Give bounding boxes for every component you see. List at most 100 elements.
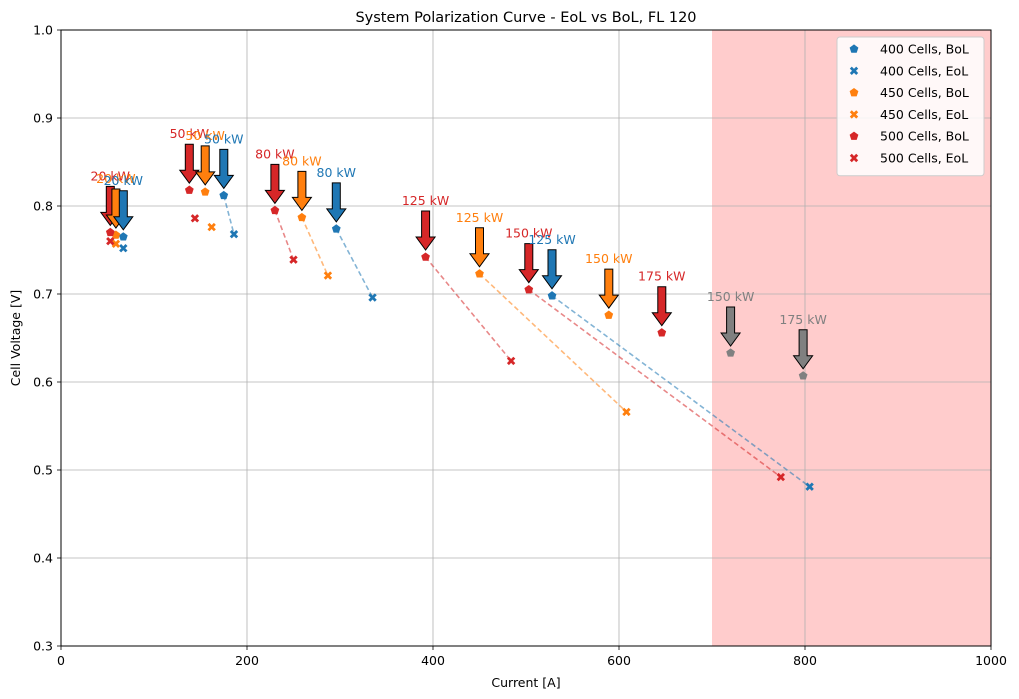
x-tick-label: 600 xyxy=(607,653,631,668)
y-tick-label: 1.0 xyxy=(33,23,53,38)
annotation-arrow xyxy=(469,227,490,268)
data-point xyxy=(270,205,280,215)
legend-label: 400 Cells, EoL xyxy=(880,63,968,78)
data-point xyxy=(547,291,557,300)
y-tick-label: 0.3 xyxy=(33,639,53,654)
annotation-label: 175 kW xyxy=(638,269,685,284)
chart-title: System Polarization Curve - EoL vs BoL, … xyxy=(355,10,696,26)
y-tick-label: 0.7 xyxy=(33,287,53,302)
annotation-label: 80 kW xyxy=(282,153,321,168)
legend-label: 450 Cells, BoL xyxy=(880,85,969,100)
legend-label: 400 Cells, BoL xyxy=(880,42,969,57)
data-point xyxy=(368,293,377,302)
data-point xyxy=(289,255,298,264)
annotation-arrow xyxy=(415,210,437,251)
annotation-label: 20 kW xyxy=(104,173,143,188)
annotation-label: 150 kW xyxy=(505,226,552,241)
x-axis-title: Current [A] xyxy=(491,675,560,690)
data-point xyxy=(798,371,808,380)
annotation-arrow xyxy=(518,243,540,284)
data-point xyxy=(190,214,200,223)
degradation-line xyxy=(301,217,329,276)
annotation-arrow xyxy=(112,190,134,231)
annotation-arrow xyxy=(325,182,347,223)
legend-marker xyxy=(849,153,859,163)
y-tick-label: 0.9 xyxy=(33,111,53,126)
annotation-label: 80 kW xyxy=(317,165,356,180)
x-tick-label: 0 xyxy=(57,653,65,668)
y-axis-title: Cell Voltage [V] xyxy=(8,290,23,387)
annotation-label: 50 kW xyxy=(204,131,243,146)
annotation-arrow xyxy=(194,145,216,186)
data-point xyxy=(726,348,735,357)
data-point xyxy=(805,482,814,491)
annotation-label: 125 kW xyxy=(402,193,449,208)
data-point xyxy=(297,212,307,222)
y-tick-label: 0.5 xyxy=(33,463,53,478)
degradation-line xyxy=(478,273,627,413)
legend-marker xyxy=(849,66,859,75)
annotation-label: 20 kW xyxy=(91,168,130,183)
legend-marker xyxy=(849,131,859,140)
data-point xyxy=(118,232,128,241)
legend-label: 450 Cells, EoL xyxy=(880,107,968,122)
data-point xyxy=(524,285,534,294)
degradation-line xyxy=(551,295,811,488)
annotation-label: 80 kW xyxy=(255,146,294,161)
legend xyxy=(836,36,985,177)
annotation-arrow xyxy=(291,170,313,212)
annotation-arrow xyxy=(264,163,286,205)
data-point xyxy=(106,237,115,246)
degradation-line xyxy=(528,288,782,478)
data-point xyxy=(331,224,341,233)
legend-marker xyxy=(849,110,859,119)
data-point xyxy=(421,252,430,261)
annotation-label: 125 kW xyxy=(456,210,503,225)
x-tick-label: 800 xyxy=(793,653,817,668)
data-point xyxy=(200,187,210,196)
data-point xyxy=(622,407,631,417)
x-tick-label: 1000 xyxy=(975,653,1007,668)
x-tick-label: 200 xyxy=(235,653,259,668)
annotation-label: 175 kW xyxy=(779,312,826,327)
data-point xyxy=(229,229,239,239)
annotation-label: 125 kW xyxy=(528,232,575,247)
degradation-line xyxy=(274,210,295,260)
plot-frame xyxy=(60,29,992,647)
annotation-arrow xyxy=(720,306,742,347)
data-point xyxy=(184,185,194,194)
y-tick-label: 0.6 xyxy=(33,375,53,390)
annotation-arrow xyxy=(792,329,814,370)
annotation-label: 150 kW xyxy=(707,289,754,304)
legend-label: 500 Cells, BoL xyxy=(880,129,969,144)
data-point xyxy=(604,310,614,319)
data-point xyxy=(219,190,229,200)
degradation-line xyxy=(335,228,374,298)
data-point xyxy=(475,269,484,278)
annotation-label: 50 kW xyxy=(170,126,209,141)
annotation-label: 150 kW xyxy=(585,251,632,266)
degradation-line xyxy=(424,256,512,362)
annotation-arrow xyxy=(213,148,235,190)
annotation-label: 50 kW xyxy=(185,128,224,143)
data-point xyxy=(657,328,667,337)
data-point xyxy=(506,356,516,366)
data-point xyxy=(323,271,333,280)
x-tick-label: 400 xyxy=(421,653,445,668)
data-point xyxy=(119,244,128,253)
data-point xyxy=(207,222,216,232)
data-point xyxy=(111,239,121,249)
y-tick-label: 0.4 xyxy=(33,551,53,566)
legend-marker xyxy=(849,44,859,53)
degradation-line xyxy=(222,195,235,235)
annotation-arrow xyxy=(651,286,673,327)
annotation-arrow xyxy=(178,143,200,185)
data-point xyxy=(105,227,115,237)
annotation-label: 20 kW xyxy=(96,171,135,186)
annotation-arrow xyxy=(598,268,620,309)
annotation-arrow xyxy=(541,249,563,290)
legend-label: 500 Cells, EoL xyxy=(880,151,968,166)
data-point xyxy=(776,472,786,482)
y-tick-label: 0.8 xyxy=(33,199,53,214)
